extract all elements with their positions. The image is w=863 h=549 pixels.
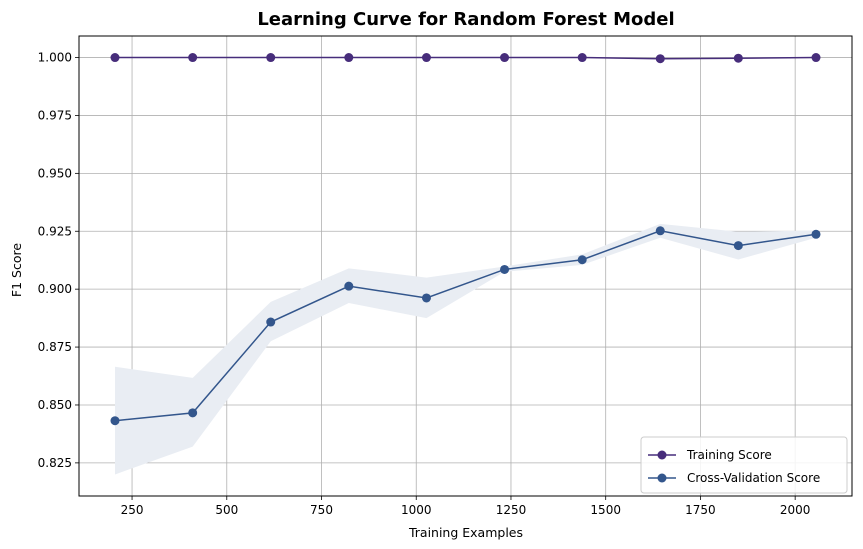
data-point — [500, 264, 510, 274]
legend-training-label: Training Score — [686, 448, 772, 462]
y-tick-label: 0.925 — [38, 224, 72, 238]
data-point — [811, 229, 821, 239]
legend: Training Score Cross-Validation Score — [640, 436, 848, 494]
data-point — [110, 416, 120, 426]
series-lines — [114, 56, 817, 422]
data-point — [344, 53, 354, 63]
x-axis-ticks: 250 500 750 1000 1250 1500 1750 2000 — [121, 496, 811, 517]
y-tick-label: 0.975 — [38, 108, 72, 122]
y-axis-label: F1 Score — [9, 243, 24, 297]
legend-training-marker — [657, 450, 667, 460]
x-tick-label: 1750 — [685, 503, 716, 517]
y-tick-label: 0.900 — [38, 282, 72, 296]
series-line — [114, 230, 817, 422]
x-tick-label: 1000 — [401, 503, 432, 517]
data-point — [421, 53, 431, 63]
legend-box — [640, 436, 848, 494]
x-axis-label: Training Examples — [408, 525, 523, 540]
y-tick-label: 0.875 — [38, 340, 72, 354]
data-point — [655, 226, 665, 236]
y-tick-label: 0.950 — [38, 166, 72, 180]
data-point — [110, 53, 120, 63]
y-tick-label: 0.825 — [38, 456, 72, 470]
x-tick-label: 1500 — [590, 503, 621, 517]
data-point — [266, 53, 276, 63]
plot-frame — [78, 35, 853, 497]
x-tick-label: 250 — [121, 503, 144, 517]
series-line — [115, 56, 817, 60]
x-tick-label: 1250 — [496, 503, 527, 517]
legend-cv-label: Cross-Validation Score — [687, 471, 820, 485]
y-axis-ticks: 0.825 0.850 0.875 0.900 0.925 0.950 0.975 1.000 — [38, 51, 79, 470]
grid-lines — [79, 36, 852, 496]
legend-cv-marker — [657, 473, 667, 483]
data-point — [733, 241, 743, 251]
y-tick-label: 0.850 — [38, 398, 72, 412]
y-tick-label: 1.000 — [38, 51, 72, 65]
series-points — [110, 53, 821, 426]
data-point — [344, 281, 354, 291]
data-point — [577, 255, 587, 265]
data-point — [655, 54, 665, 64]
data-point — [811, 53, 821, 63]
confidence-band — [115, 223, 816, 475]
data-point — [266, 317, 276, 327]
confidence-bands — [115, 57, 816, 475]
data-point — [188, 53, 198, 63]
x-tick-label: 750 — [310, 503, 333, 517]
data-point — [733, 53, 743, 63]
x-tick-label: 2000 — [780, 503, 811, 517]
x-tick-label: 500 — [215, 503, 238, 517]
data-point — [500, 53, 510, 63]
data-point — [577, 53, 587, 63]
data-point — [421, 293, 431, 303]
data-point — [188, 408, 198, 418]
chart-title: Learning Curve for Random Forest Model — [257, 9, 674, 30]
